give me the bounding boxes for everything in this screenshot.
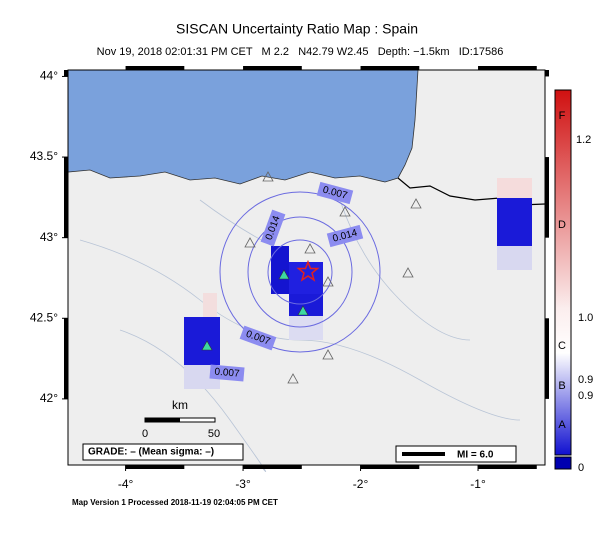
- colorbar-label: C: [558, 340, 566, 352]
- scale-bar-fill: [145, 418, 180, 422]
- colorbar-label: A: [558, 419, 566, 431]
- subtitle: Nov 19, 2018 02:01:31 PM CET M 2.2 N42.7…: [97, 46, 504, 58]
- contour-label-box: [326, 224, 364, 248]
- x-tick-label: -1°: [470, 477, 486, 491]
- colorbar-label: F: [559, 110, 566, 122]
- frame-segment: [64, 70, 68, 77]
- contour-label: 0.007: [316, 181, 354, 205]
- contour-labels: 0.007 0.014 0.014 0.007 0.007: [209, 181, 364, 382]
- contour-label: 0.014: [326, 224, 364, 248]
- scale-label: 0: [142, 428, 148, 440]
- frame-segment: [478, 66, 537, 70]
- colorbar-labels: F 1.2 D 1.0 C 0.9 B 0.9 A 0: [558, 110, 593, 474]
- frame-segment: [478, 465, 537, 469]
- grade: GRADE: – (Mean sigma: –): [88, 447, 214, 458]
- contour-label: 0.007: [209, 364, 245, 382]
- y-tick-label: 43.5°: [30, 149, 58, 163]
- contour-label-box: [209, 364, 245, 382]
- frame-segment: [243, 66, 302, 70]
- contour-label-box: [239, 325, 277, 351]
- active-stations: [201, 269, 309, 351]
- frame-segment: [64, 157, 68, 238]
- colorbar-label: 0: [578, 462, 584, 474]
- frame-segment: [360, 465, 420, 469]
- x-tick-label: -3°: [235, 477, 251, 491]
- frame-segment: [545, 318, 549, 399]
- contour-label: 0.014: [260, 209, 286, 247]
- contour-label-box: [260, 209, 286, 247]
- colorbar-label: D: [558, 219, 566, 231]
- x-tick-label: -4°: [118, 477, 134, 491]
- frame-segment: [64, 318, 68, 399]
- frame-segment: [360, 66, 420, 70]
- colorbar-label: B: [558, 380, 565, 392]
- x-tick-label: -2°: [353, 477, 369, 491]
- map-frame: -4° -3° -2° -1° 44° 43.5° 43° 42.5° 42°: [30, 66, 549, 491]
- colorbar-min: [554, 456, 572, 470]
- contours: [219, 191, 381, 353]
- scale-unit: km: [172, 398, 188, 412]
- intensity-box: [395, 445, 517, 463]
- frame-segment: [243, 465, 302, 469]
- stations: [244, 171, 422, 384]
- frame-segment: [545, 157, 549, 238]
- frame-outline: [67, 69, 546, 466]
- scale-label: 50: [208, 428, 220, 440]
- y-tick-label: 44°: [40, 69, 58, 83]
- intensity: MI = 6.0: [457, 450, 494, 461]
- colorbar: [554, 89, 572, 456]
- epicenter: [296, 259, 320, 282]
- frame-segment: [545, 70, 549, 77]
- y-tick-label: 42°: [40, 391, 58, 405]
- contour-label-box: [316, 181, 354, 205]
- contour-label: 0.007: [239, 325, 277, 351]
- title: SISCAN Uncertainty Ratio Map : Spain: [176, 21, 418, 37]
- colorbar-label: 0.9: [578, 374, 593, 386]
- frame-segment: [125, 66, 185, 70]
- footer: Map Version 1 Processed 2018-11-19 02:04…: [72, 498, 278, 507]
- y-tick-label: 42.5°: [30, 310, 58, 324]
- contour-label-text: 0.007: [214, 367, 240, 380]
- colorbar-label: 1.0: [578, 312, 593, 324]
- frame-segment: [125, 465, 185, 469]
- colorbar-label: 0.9: [578, 390, 593, 402]
- colorbar-label: 1.2: [576, 134, 591, 146]
- grade-box: [82, 443, 244, 461]
- sea: [67, 69, 419, 185]
- y-tick-label: 43°: [40, 230, 58, 244]
